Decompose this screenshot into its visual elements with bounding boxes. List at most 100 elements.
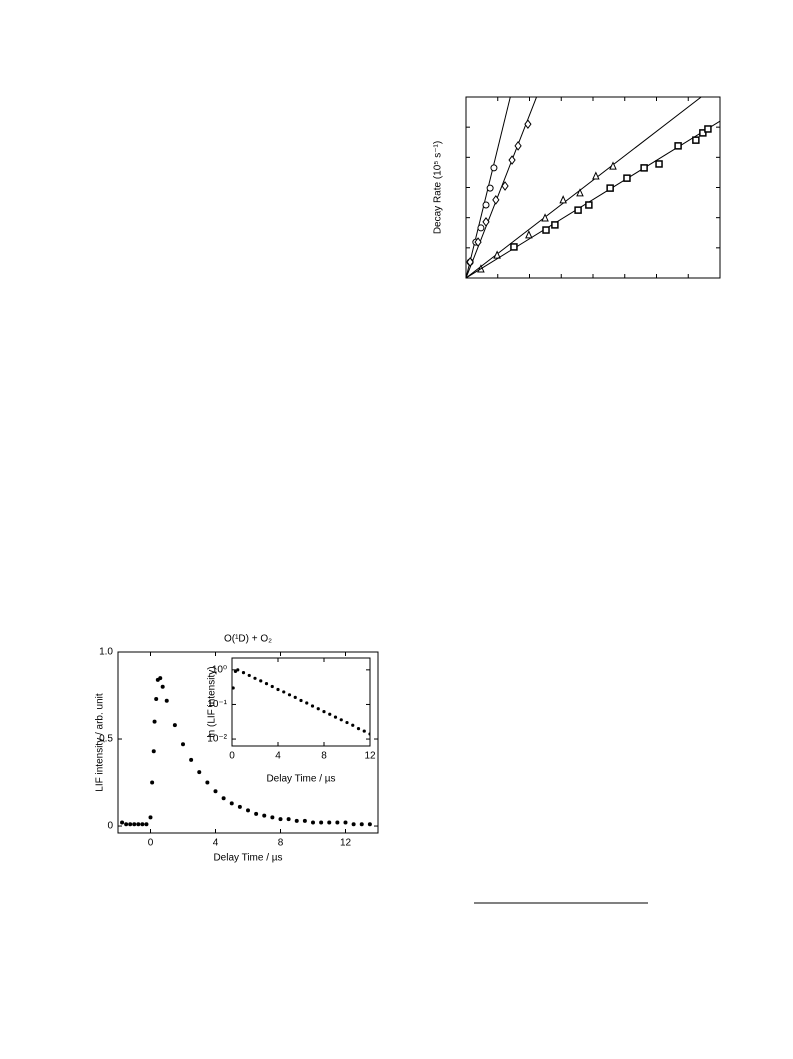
point [351, 723, 355, 727]
point [164, 698, 169, 703]
point [293, 695, 297, 699]
point [189, 757, 194, 762]
point [674, 142, 682, 150]
x-axis-label: Delay Time / µs [213, 853, 282, 864]
point [623, 174, 631, 182]
y-tick-label: 1.0 [99, 647, 113, 658]
series-group [232, 668, 370, 736]
point [140, 822, 145, 827]
x-tick-label: 0 [148, 838, 154, 849]
fit-line [466, 97, 511, 278]
point [232, 686, 235, 690]
point [128, 822, 133, 827]
x-tick-label: 12 [340, 838, 352, 849]
point [333, 715, 338, 719]
point [510, 243, 518, 251]
series-group [466, 97, 720, 278]
point [264, 682, 269, 686]
x-tick-label: 0 [229, 751, 235, 762]
point [294, 818, 299, 823]
point [585, 201, 593, 209]
point [151, 749, 156, 754]
point [606, 184, 614, 192]
point [270, 815, 275, 820]
point [302, 818, 307, 823]
point [172, 723, 177, 728]
point [368, 732, 370, 736]
point [259, 679, 263, 683]
point [311, 820, 315, 825]
point [367, 822, 372, 827]
point [305, 701, 309, 705]
point [335, 820, 340, 825]
series-group [120, 676, 372, 827]
y-tick-label: 10⁰ [212, 664, 227, 675]
point [241, 671, 246, 675]
point [262, 813, 267, 818]
point [328, 712, 332, 716]
point [362, 729, 366, 733]
point [236, 668, 240, 672]
x-axis-label: Delay Time / µs [266, 774, 335, 785]
point [286, 817, 291, 822]
point [704, 125, 712, 133]
point [559, 195, 567, 204]
point [299, 698, 303, 703]
point [574, 206, 582, 214]
fit-line [466, 97, 703, 278]
point [466, 257, 474, 267]
point [576, 188, 584, 197]
point [356, 727, 361, 731]
x-tick-label: 4 [213, 838, 219, 849]
point [699, 129, 707, 137]
point [213, 789, 218, 794]
point [160, 684, 165, 689]
point [477, 224, 485, 232]
point [482, 217, 490, 227]
y-axis-label: ln (LIF intensity) [207, 666, 218, 737]
point [541, 213, 549, 222]
point [132, 822, 137, 827]
point [120, 820, 125, 825]
y-tick-label: 0 [107, 821, 113, 832]
point [359, 822, 364, 827]
point [276, 687, 280, 692]
point [205, 780, 210, 785]
point [609, 161, 617, 170]
x-tick-label: 4 [275, 751, 281, 762]
point [493, 250, 501, 259]
point [158, 676, 163, 681]
point [282, 690, 286, 694]
y-axis-label: Decay Rate (10⁵ s⁻¹) [433, 141, 444, 234]
point [474, 237, 482, 247]
point [197, 770, 202, 775]
y-tick-label: 10⁻² [207, 734, 227, 745]
point [150, 780, 155, 785]
point [246, 808, 250, 813]
point [640, 164, 648, 172]
point [229, 801, 234, 806]
point [233, 669, 238, 674]
point [508, 155, 516, 165]
point [482, 201, 490, 209]
plot-area [465, 96, 721, 279]
chart-title: O(¹D) + O₂ [224, 634, 272, 645]
point [254, 811, 259, 816]
point [486, 184, 494, 192]
point [136, 822, 141, 827]
point [144, 822, 149, 827]
point [351, 822, 356, 827]
point [154, 696, 159, 701]
point [319, 820, 324, 825]
point [490, 164, 498, 172]
point [655, 160, 663, 168]
point [253, 676, 257, 680]
point [592, 171, 600, 180]
point [551, 221, 559, 229]
point [221, 796, 226, 801]
point [492, 195, 500, 205]
y-tick-label: 10⁻¹ [207, 699, 227, 710]
x-tick-label: 8 [321, 751, 327, 762]
fit-line [466, 97, 538, 278]
y-axis-label: LIF intensity / arb. unit [95, 693, 106, 792]
